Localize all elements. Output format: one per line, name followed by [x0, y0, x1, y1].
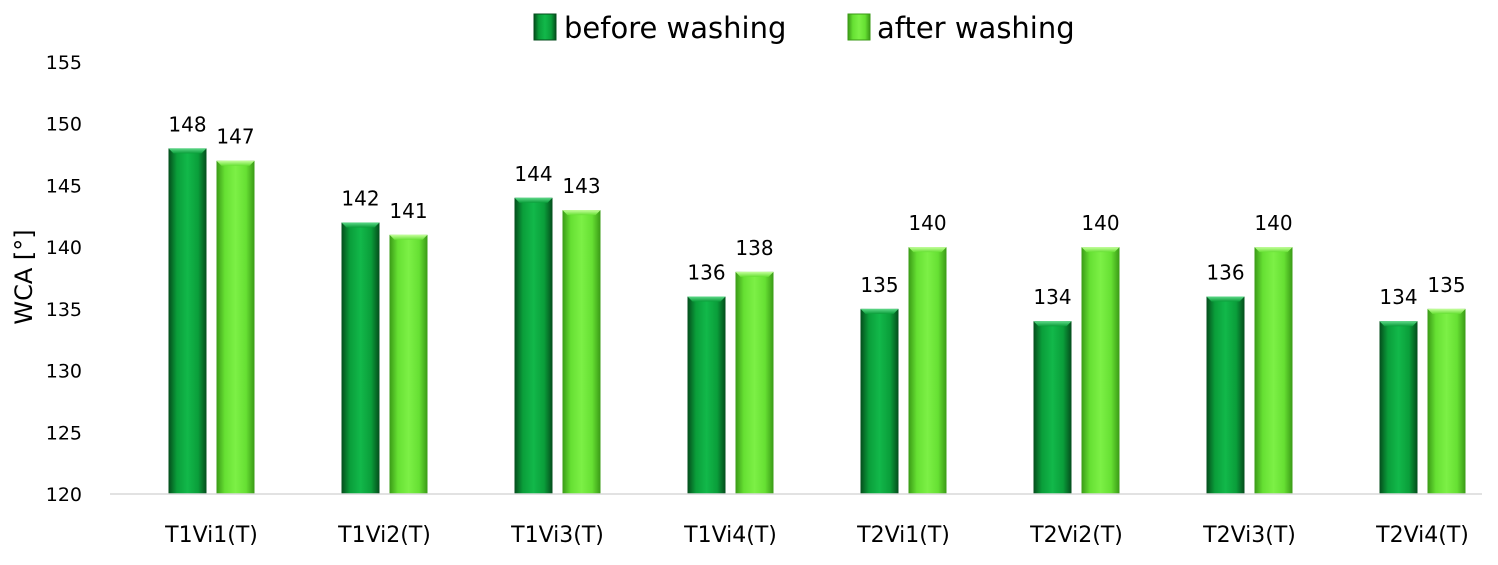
legend-swatch-before-washing: [533, 13, 557, 41]
bar-cap-after-washing: [908, 247, 947, 253]
bar-after-washing: [1254, 247, 1293, 494]
bar-after-washing: [389, 234, 428, 495]
legend-swatch-after-washing: [847, 13, 871, 41]
bar-after-washing: [735, 271, 774, 494]
data-label-before-washing: 134: [1033, 285, 1071, 309]
y-tick-label: 145: [46, 175, 82, 197]
bar-before-washing: [1206, 296, 1245, 494]
bar-cap-before-washing: [1033, 321, 1072, 327]
y-axis-title: WCA [°]: [10, 229, 38, 324]
bar-before-washing: [514, 197, 553, 494]
x-category-label: T1Vi3(T): [510, 523, 604, 548]
bar-cap-before-washing: [1379, 321, 1418, 327]
x-category-label: T1Vi4(T): [683, 523, 777, 548]
bar-cap-after-washing: [1427, 308, 1466, 314]
data-label-before-washing: 144: [514, 162, 552, 186]
bar-cap-before-washing: [1206, 296, 1245, 302]
data-label-after-washing: 141: [389, 199, 427, 223]
x-category-label: T1Vi2(T): [337, 523, 431, 548]
data-label-before-washing: 148: [168, 112, 206, 136]
y-tick-label: 150: [46, 114, 82, 136]
bar-cap-before-washing: [341, 222, 380, 228]
bar-cap-after-washing: [562, 210, 601, 216]
bar-cap-before-washing: [514, 197, 553, 203]
bar-cap-before-washing: [687, 296, 726, 302]
x-axis-labels: T1Vi1(T) T1Vi2(T) T1Vi3(T) T1Vi4(T) T2Vi1(T)…: [164, 523, 1469, 548]
legend-item-after-washing: after washing: [847, 11, 1075, 45]
data-label-after-washing: 140: [1254, 211, 1292, 235]
bar-before-washing: [860, 308, 899, 494]
data-label-before-washing: 142: [341, 186, 379, 210]
data-label-after-washing: 135: [1427, 273, 1465, 297]
bars: 148 147 142 141 144 143 136 138 135 140 134 140 136 1…: [168, 112, 1466, 495]
y-tick-label: 120: [46, 484, 82, 506]
bar-cap-after-washing: [1081, 247, 1120, 253]
legend-item-before-washing: before washing: [533, 11, 786, 45]
bar-after-washing: [1081, 247, 1120, 494]
legend: before washing after washing: [533, 11, 1075, 45]
bar-before-washing: [1033, 321, 1072, 494]
bar-after-washing: [562, 210, 601, 494]
data-label-after-washing: 143: [562, 174, 600, 198]
bar-before-washing: [1379, 321, 1418, 494]
bar-cap-before-washing: [860, 308, 899, 314]
y-tick-label: 155: [46, 52, 82, 74]
bar-before-washing: [168, 148, 207, 494]
bar-after-washing: [216, 160, 255, 494]
legend-label-before-washing: before washing: [564, 11, 786, 45]
data-label-after-washing: 140: [908, 211, 946, 235]
bar-cap-after-washing: [735, 271, 774, 277]
data-label-before-washing: 136: [687, 261, 725, 285]
data-label-before-washing: 134: [1379, 285, 1417, 309]
data-label-before-washing: 135: [860, 273, 898, 297]
y-tick-label: 125: [46, 422, 82, 444]
bar-cap-after-washing: [389, 234, 428, 240]
x-category-label: T2Vi4(T): [1375, 523, 1469, 548]
y-tick-label: 130: [46, 361, 82, 383]
bar-before-washing: [687, 296, 726, 494]
x-category-label: T2Vi1(T): [856, 523, 950, 548]
bar-cap-after-washing: [216, 160, 255, 166]
data-label-after-washing: 138: [735, 236, 773, 260]
x-category-label: T2Vi3(T): [1202, 523, 1296, 548]
bar-cap-after-washing: [1254, 247, 1293, 253]
y-axis-ticks: 120 125 130 135 140 145 150 155: [46, 52, 82, 506]
x-category-label: T1Vi1(T): [164, 523, 258, 548]
bar-cap-before-washing: [168, 148, 207, 154]
bar-before-washing: [341, 222, 380, 494]
data-label-after-washing: 140: [1081, 211, 1119, 235]
data-label-before-washing: 136: [1206, 261, 1244, 285]
bar-after-washing: [908, 247, 947, 494]
bar-after-washing: [1427, 308, 1466, 494]
x-category-label: T2Vi2(T): [1029, 523, 1123, 548]
y-tick-label: 140: [46, 237, 82, 259]
legend-label-after-washing: after washing: [877, 11, 1075, 45]
data-label-after-washing: 147: [216, 125, 254, 149]
y-tick-label: 135: [46, 299, 82, 321]
